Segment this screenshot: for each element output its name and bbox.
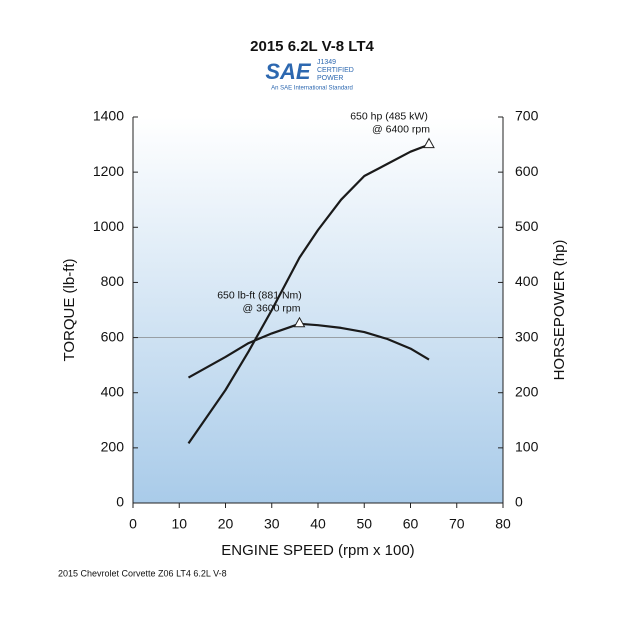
logo-line: POWER bbox=[317, 75, 343, 82]
peak-annotation: @ 6400 rpm bbox=[372, 123, 430, 135]
peak-annotation: 650 hp (485 kW) bbox=[350, 110, 428, 122]
plot-background bbox=[133, 117, 503, 503]
logo-line: J1349 bbox=[317, 59, 336, 66]
y-tick-label: 1400 bbox=[93, 108, 124, 124]
y2-tick-label: 200 bbox=[515, 383, 539, 399]
peak-annotation: 650 lb-ft (881 Nm) bbox=[217, 290, 302, 302]
y2-tick-label: 500 bbox=[515, 218, 539, 234]
y2-axis-label: HORSEPOWER (hp) bbox=[551, 240, 568, 381]
logo-line: CERTIFIED bbox=[317, 67, 354, 74]
logo-mark: SAE bbox=[265, 59, 312, 84]
series-line bbox=[187, 322, 430, 379]
y2-tick-label: 600 bbox=[515, 163, 539, 179]
x-tick-label: 10 bbox=[171, 516, 187, 532]
y-tick-label: 1000 bbox=[93, 218, 124, 234]
chart-title: 2015 6.2L V-8 LT4 bbox=[250, 38, 374, 55]
y-tick-label: 1200 bbox=[93, 163, 124, 179]
footnote: 2015 Chevrolet Corvette Z06 LT4 6.2L V-8 bbox=[58, 568, 227, 578]
y-tick-label: 800 bbox=[101, 273, 125, 289]
series-line bbox=[187, 143, 430, 445]
peak-marker bbox=[423, 137, 435, 149]
y2-tick-label: 0 bbox=[515, 494, 523, 510]
y2-tick-label: 400 bbox=[515, 273, 539, 289]
y2-tick-label: 700 bbox=[515, 108, 539, 124]
y2-tick-label: 100 bbox=[515, 439, 539, 455]
y2-tick-label: 300 bbox=[515, 328, 539, 344]
x-tick-label: 40 bbox=[310, 516, 326, 532]
y-tick-label: 200 bbox=[101, 439, 125, 455]
x-tick-label: 20 bbox=[218, 516, 234, 532]
y-tick-label: 0 bbox=[116, 494, 124, 510]
logo: SAE J1349 CERTIFIED POWER An SAE Interna… bbox=[265, 59, 353, 92]
logo-tagline: An SAE International Standard bbox=[271, 86, 353, 92]
x-tick-label: 0 bbox=[129, 516, 137, 532]
peak-marker bbox=[293, 316, 306, 328]
x-tick-label: 80 bbox=[495, 516, 511, 532]
y-axis-label: TORQUE (lb-ft) bbox=[61, 258, 78, 361]
y-tick-label: 600 bbox=[101, 328, 125, 344]
x-tick-label: 50 bbox=[356, 516, 372, 532]
x-tick-label: 70 bbox=[449, 516, 465, 532]
y-tick-label: 400 bbox=[101, 383, 125, 399]
x-tick-label: 30 bbox=[264, 516, 280, 532]
x-axis-label: ENGINE SPEED (rpm x 100) bbox=[221, 542, 414, 559]
x-tick-label: 60 bbox=[403, 516, 419, 532]
